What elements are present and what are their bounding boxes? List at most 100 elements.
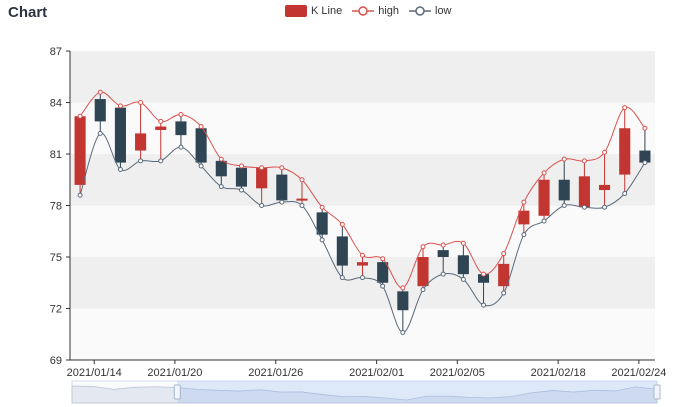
high-point[interactable]	[581, 158, 587, 164]
y-tick-label: 87	[50, 46, 62, 58]
high-point[interactable]	[420, 244, 426, 250]
candle-body[interactable]	[256, 167, 268, 189]
candle-body[interactable]	[356, 262, 369, 266]
candle-body[interactable]	[437, 250, 449, 257]
high-point[interactable]	[400, 285, 406, 291]
datazoom-selection[interactable]	[177, 381, 658, 403]
high-point[interactable]	[218, 156, 224, 162]
candle-body[interactable]	[276, 174, 288, 201]
candle-body[interactable]	[114, 107, 126, 163]
grid-band	[70, 51, 655, 103]
candle-body[interactable]	[155, 126, 167, 130]
candle-body[interactable]	[336, 236, 348, 266]
candle-body[interactable]	[74, 116, 86, 185]
candle-body[interactable]	[175, 121, 187, 136]
low-point[interactable]	[279, 199, 285, 205]
low-point[interactable]	[218, 184, 224, 190]
low-point[interactable]	[521, 232, 527, 238]
high-point[interactable]	[541, 170, 547, 176]
high-point[interactable]	[460, 240, 466, 246]
high-point[interactable]	[561, 156, 567, 162]
high-point[interactable]	[77, 113, 83, 119]
low-point[interactable]	[501, 290, 507, 296]
low-point[interactable]	[117, 166, 123, 172]
low-point[interactable]	[481, 302, 487, 308]
low-point[interactable]	[198, 163, 204, 169]
candle-body[interactable]	[296, 198, 308, 201]
low-point[interactable]	[400, 330, 406, 336]
low-point[interactable]	[440, 271, 446, 277]
low-point[interactable]	[360, 275, 365, 281]
high-point[interactable]	[339, 221, 345, 227]
low-point[interactable]	[541, 218, 547, 224]
high-point[interactable]	[299, 177, 305, 183]
candle-body[interactable]	[377, 262, 389, 283]
low-point[interactable]	[259, 203, 265, 208]
high-point[interactable]	[117, 103, 123, 109]
candle-body[interactable]	[417, 257, 429, 287]
low-point[interactable]	[380, 283, 386, 289]
low-point[interactable]	[602, 204, 608, 210]
grid-band	[70, 102, 655, 154]
legend-item-kline[interactable]: K Line	[285, 5, 342, 17]
low-point[interactable]	[460, 276, 466, 282]
high-point[interactable]	[380, 256, 386, 262]
low-point[interactable]	[238, 187, 244, 193]
high-point[interactable]	[360, 252, 365, 258]
high-point[interactable]	[238, 163, 244, 169]
candle-body[interactable]	[619, 128, 631, 175]
high-point[interactable]	[279, 165, 285, 171]
low-point[interactable]	[561, 203, 567, 208]
low-point[interactable]	[581, 204, 587, 210]
low-point[interactable]	[97, 130, 103, 136]
low-point[interactable]	[138, 158, 144, 164]
candle-body[interactable]	[498, 263, 510, 287]
low-point[interactable]	[178, 144, 184, 150]
candle-body[interactable]	[518, 210, 530, 225]
high-point[interactable]	[501, 251, 507, 257]
candle-body[interactable]	[457, 255, 469, 275]
high-point[interactable]	[481, 271, 487, 277]
low-point[interactable]	[158, 158, 164, 164]
candle-body[interactable]	[639, 150, 651, 163]
datazoom-end-handle[interactable]	[653, 384, 661, 400]
candle-body[interactable]	[578, 176, 590, 208]
high-point[interactable]	[158, 118, 164, 124]
candle-body[interactable]	[316, 212, 328, 235]
high-point[interactable]	[138, 100, 144, 105]
low-point[interactable]	[420, 287, 426, 293]
high-point[interactable]	[97, 89, 103, 95]
low-point[interactable]	[299, 203, 305, 208]
candle-body[interactable]	[215, 160, 227, 177]
high-point[interactable]	[440, 242, 446, 248]
high-point[interactable]	[259, 165, 265, 171]
kline-legend-icon	[285, 5, 307, 17]
legend-label-low: low	[435, 5, 452, 17]
candle-body[interactable]	[397, 291, 409, 311]
candle-body[interactable]	[538, 179, 550, 216]
high-point[interactable]	[198, 124, 204, 130]
y-tick-label: 69	[50, 355, 62, 367]
candle-body[interactable]	[599, 184, 611, 191]
candle-body[interactable]	[135, 133, 147, 151]
candle-body[interactable]	[195, 128, 207, 163]
low-point[interactable]	[642, 160, 648, 166]
low-point[interactable]	[622, 190, 628, 196]
candle-body[interactable]	[94, 99, 106, 122]
low-point[interactable]	[77, 192, 83, 198]
legend-item-low[interactable]: low	[409, 5, 452, 17]
high-point[interactable]	[178, 112, 184, 118]
high-point[interactable]	[602, 149, 608, 155]
candle-body[interactable]	[558, 179, 570, 201]
high-point[interactable]	[521, 199, 527, 205]
datazoom-start-handle[interactable]	[173, 384, 181, 400]
legend-item-high[interactable]: high	[352, 5, 399, 17]
high-point[interactable]	[622, 105, 628, 111]
low-point[interactable]	[319, 237, 325, 243]
candle-body[interactable]	[235, 167, 248, 187]
high-point[interactable]	[642, 125, 648, 131]
candle-body[interactable]	[477, 274, 490, 283]
low-point[interactable]	[339, 275, 345, 281]
high-point[interactable]	[319, 204, 325, 210]
